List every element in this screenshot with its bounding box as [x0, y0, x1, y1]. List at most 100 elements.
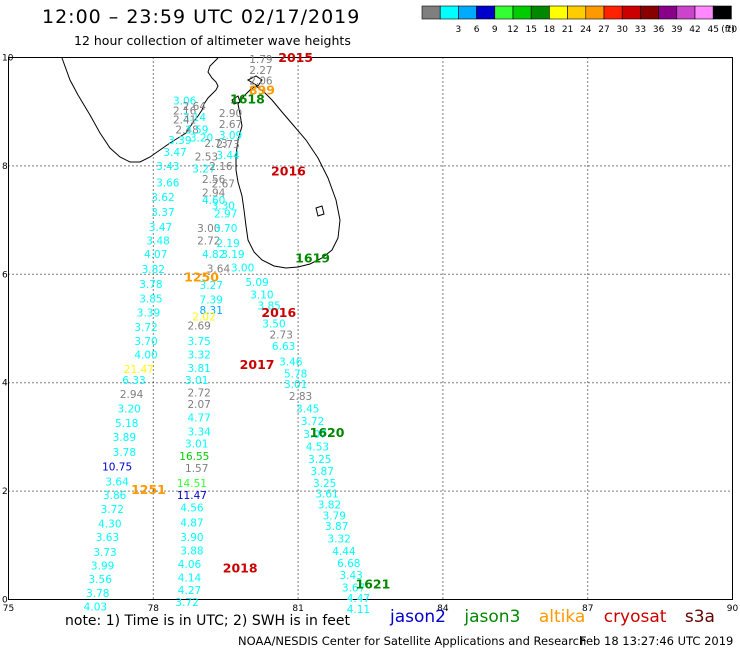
wave-height-value: 3.62: [151, 192, 174, 204]
wave-height-value: 3.78: [139, 279, 162, 291]
wave-height-value: 3.78: [113, 447, 136, 459]
colorbar-tick-label: 36: [653, 25, 665, 35]
wave-height-value: 8.31: [200, 305, 223, 317]
wave-height-value: 1.79: [249, 54, 272, 66]
satellite-legend: jason2 jason3 altika cryosat s3a: [390, 607, 728, 627]
wave-height-value: 3.01: [185, 439, 208, 451]
trinco-islet: [315, 205, 325, 217]
wave-height-value: 3.43: [156, 161, 179, 173]
pass-number-label: 1251: [131, 482, 166, 497]
x-tick-label: 81: [292, 604, 303, 614]
pass-number-label: 2015: [278, 50, 313, 65]
wave-height-value: 2.48: [175, 124, 198, 136]
colorbar-tick-label: 6: [474, 25, 480, 35]
wave-height-value: 2.67: [212, 179, 235, 191]
pass-number-label: 2016: [261, 305, 296, 320]
wave-height-value: 3.99: [91, 561, 114, 573]
wave-height-value: 3.44: [216, 150, 240, 162]
coastline: [61, 57, 341, 269]
colorbar-tick-label: 39: [671, 25, 683, 35]
x-tick-label: 78: [148, 604, 160, 614]
wave-height-value: 4.03: [84, 601, 107, 613]
wave-height-value: 11.47: [177, 490, 207, 502]
wave-height-value: 3.43: [339, 570, 362, 582]
wave-height-value: 21.47: [124, 364, 154, 376]
wave-height-value: 3.47: [163, 147, 186, 159]
wave-height-value: 3.01: [185, 375, 208, 387]
wave-height-value: 3.48: [146, 235, 169, 247]
pass-number-label: 2016: [271, 164, 306, 179]
wave-height-value: 2.83: [289, 391, 312, 403]
wave-height-value: 2.72: [197, 235, 220, 247]
wave-height-value: 3.70: [134, 336, 157, 348]
wave-height-value: 3.34: [187, 426, 211, 438]
wave-height-value: 3.32: [187, 349, 210, 361]
wave-height-value: 3.06: [173, 96, 197, 108]
wave-height-value: 3.25: [313, 478, 336, 490]
wave-height-value: 3.85: [257, 301, 280, 313]
wave-height-value: 2.07: [187, 399, 210, 411]
colorbar-tick-label: 45: [707, 25, 718, 35]
wave-height-value: 6.33: [122, 375, 145, 387]
wave-height-value: 2.67: [219, 119, 242, 131]
wave-height-value: 3.39: [137, 308, 160, 320]
map-frame: [8, 57, 733, 600]
pass-number-label: 2017: [240, 357, 275, 372]
wave-height-value: 3.19: [221, 249, 244, 261]
credit-line: NOAA/NESDIS Center for Satellite Applica…: [238, 634, 587, 648]
wave-height-value: 3.82: [142, 264, 165, 276]
wave-height-value: 4.00: [134, 349, 157, 361]
wave-height-value: 4.07: [144, 249, 167, 261]
wave-height-value: 3.45: [296, 404, 319, 416]
colorbar-tick-label: 30: [616, 25, 628, 35]
legend-cryosat: cryosat: [603, 607, 667, 627]
wave-height-value: 3.20: [117, 404, 140, 416]
legend-jason3: jason3: [464, 607, 521, 627]
wave-height-value: 3.88: [180, 546, 203, 558]
wave-height-value: 3.47: [149, 222, 172, 234]
wave-height-value: 3.86: [103, 490, 127, 502]
y-tick-label: 6: [2, 270, 8, 280]
wave-height-value: 3.00: [231, 263, 254, 275]
pass-number-label: 1618: [230, 92, 265, 107]
wave-height-value: 3.75: [187, 336, 210, 348]
wave-height-value: 2.27: [249, 65, 272, 77]
wave-height-value: 3.50: [262, 318, 285, 330]
y-tick-label: 2: [2, 487, 8, 497]
legend-jason2: jason2: [390, 607, 446, 627]
wave-height-value: 2.97: [214, 208, 237, 220]
units-note: note: 1) Time is in UTC; 2) SWH is in fe…: [65, 613, 351, 629]
wave-height-value: 4.44: [332, 546, 356, 558]
wave-height-value: 4.82: [202, 249, 225, 261]
wave-height-value: 5.78: [284, 368, 307, 380]
axis-tick-labels: 75 78 81 84 87 90 0 2 4 6 8 10: [2, 54, 738, 615]
wave-height-value: 3.61: [315, 489, 338, 501]
wave-height-value: 2.19: [216, 238, 239, 250]
wave-height-value: 2.06: [249, 76, 273, 88]
wave-height-value: 4.27: [178, 585, 201, 597]
wave-height-value: 3.63: [96, 532, 119, 544]
colorbar-unit: (ft): [721, 25, 735, 35]
wave-height-value: 3.73: [93, 547, 116, 559]
wave-height-value: 3.87: [311, 466, 334, 478]
wave-height-value: 2.73: [270, 329, 293, 341]
wave-height-value: 4.47: [347, 593, 370, 605]
wave-height-value: 2.72: [187, 387, 210, 399]
legend-altika: altika: [538, 607, 586, 627]
wave-height-value: 2.73: [204, 138, 227, 150]
pass-number-label: 1621: [356, 577, 391, 592]
colorbar-tick-label: 18: [544, 25, 556, 35]
y-tick-label: 0: [2, 596, 8, 606]
wave-height-value: 3.09: [219, 130, 242, 142]
lat-lon-grid: [8, 57, 733, 600]
sri-lanka-coastline: [235, 85, 341, 269]
wave-height-value: 2.90: [219, 108, 242, 120]
wave-height-value: 2.56: [202, 174, 226, 186]
wave-height-value: 3.46: [279, 356, 303, 368]
wave-height-value: 3.81: [187, 363, 210, 375]
wave-height-value: 3.27: [192, 163, 215, 175]
colorbar-tick-label: 42: [689, 25, 700, 35]
y-tick-label: 10: [2, 54, 14, 64]
x-tick-label: 75: [3, 604, 14, 614]
